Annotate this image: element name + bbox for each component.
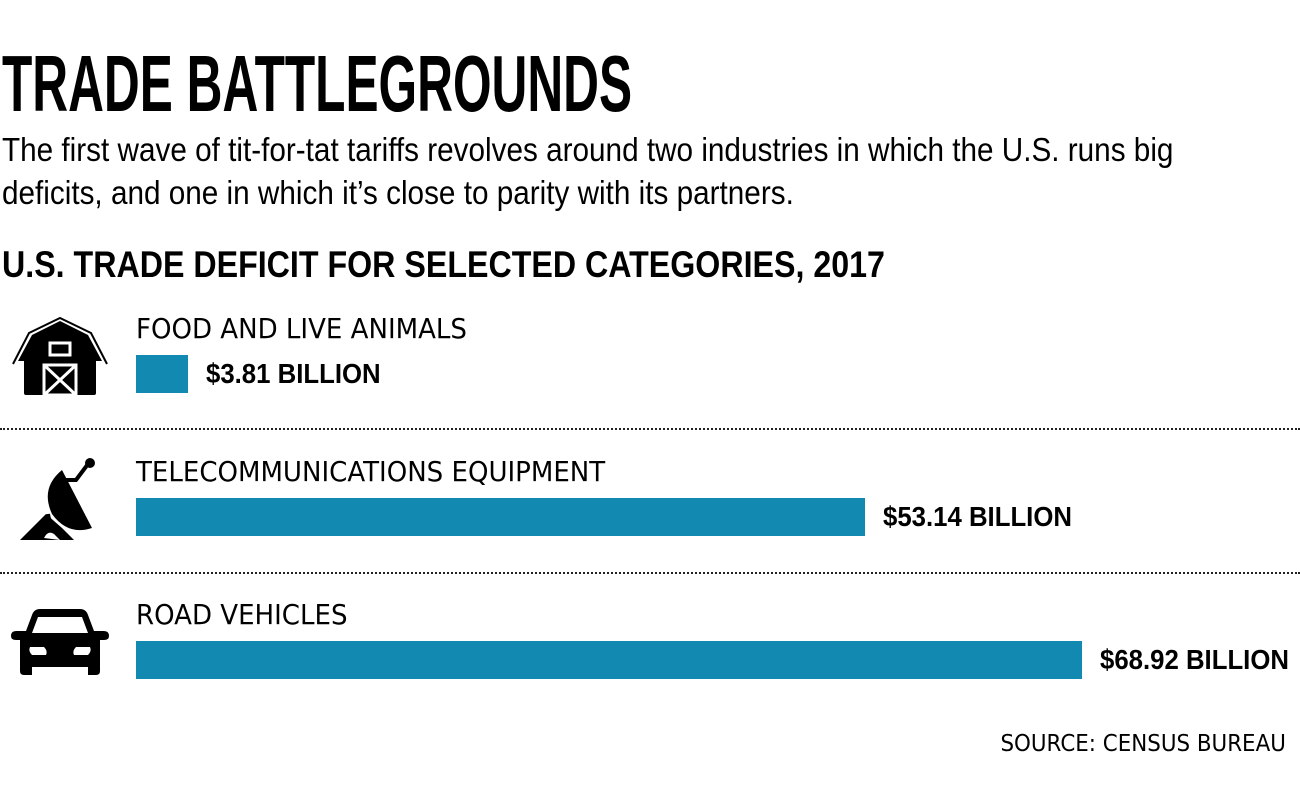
chart-row-food: FOOD AND LIVE ANIMALS $3.81 BILLION bbox=[0, 313, 1300, 413]
value-label-telecom: $53.14 BILLION bbox=[883, 501, 1072, 532]
bar-vehicles bbox=[136, 641, 1082, 679]
value-label-vehicles: $68.92 BILLION bbox=[1100, 644, 1289, 675]
source-note: SOURCE: CENSUS BUREAU bbox=[1000, 731, 1286, 757]
category-label: TELECOMMUNICATIONS EQUIPMENT bbox=[136, 455, 606, 488]
chart-row-vehicles: ROAD VEHICLES $68.92 BILLION bbox=[0, 599, 1300, 699]
chart-title: U.S. TRADE DEFICIT FOR SELECTED CATEGORI… bbox=[2, 244, 885, 285]
chart-row-telecom: TELECOMMUNICATIONS EQUIPMENT $53.14 BILL… bbox=[0, 456, 1300, 556]
category-label: FOOD AND LIVE ANIMALS bbox=[136, 312, 467, 345]
category-label: ROAD VEHICLES bbox=[136, 598, 348, 631]
bar-telecom bbox=[136, 498, 865, 536]
car-icon bbox=[10, 609, 110, 699]
page-title: TRADE BATTLEGROUNDS bbox=[2, 39, 633, 128]
divider bbox=[0, 572, 1300, 574]
bar-food bbox=[136, 355, 188, 393]
value-label-food: $3.81 BILLION bbox=[206, 358, 381, 389]
satellite-dish-icon bbox=[10, 458, 110, 548]
subtitle: The first wave of tit-for-tat tariffs re… bbox=[2, 131, 1174, 211]
divider bbox=[0, 428, 1300, 430]
barn-icon bbox=[10, 315, 110, 407]
